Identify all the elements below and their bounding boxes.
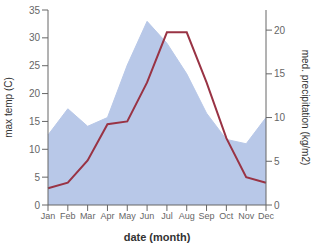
svg-text:Nov: Nov [238,211,255,221]
svg-text:Mar: Mar [80,211,96,221]
svg-text:Feb: Feb [60,211,76,221]
svg-text:5: 5 [34,172,40,183]
svg-text:35: 35 [29,5,41,16]
svg-text:0: 0 [274,200,280,211]
svg-text:max temp (C): max temp (C) [8,77,14,138]
svg-text:Oct: Oct [219,211,234,221]
svg-text:med. precipitation (kg/m2): med. precipitation (kg/m2) [300,50,310,166]
svg-text:0: 0 [34,200,40,211]
svg-text:15: 15 [29,116,41,127]
svg-text:Jul: Jul [161,211,173,221]
svg-text:20: 20 [274,25,286,36]
svg-text:25: 25 [29,60,41,71]
svg-text:Jan: Jan [41,211,56,221]
svg-text:10: 10 [274,112,286,123]
svg-text:30: 30 [29,32,41,43]
svg-text:Apr: Apr [100,211,114,221]
svg-text:date (month): date (month) [124,231,191,243]
svg-text:20: 20 [29,88,41,99]
svg-text:May: May [119,211,137,221]
svg-text:15: 15 [274,68,286,79]
svg-text:Aug: Aug [179,211,195,221]
svg-text:Jun: Jun [140,211,155,221]
svg-text:Dec: Dec [258,211,275,221]
svg-text:10: 10 [29,144,41,155]
svg-text:5: 5 [274,156,280,167]
svg-text:Sep: Sep [199,211,215,221]
